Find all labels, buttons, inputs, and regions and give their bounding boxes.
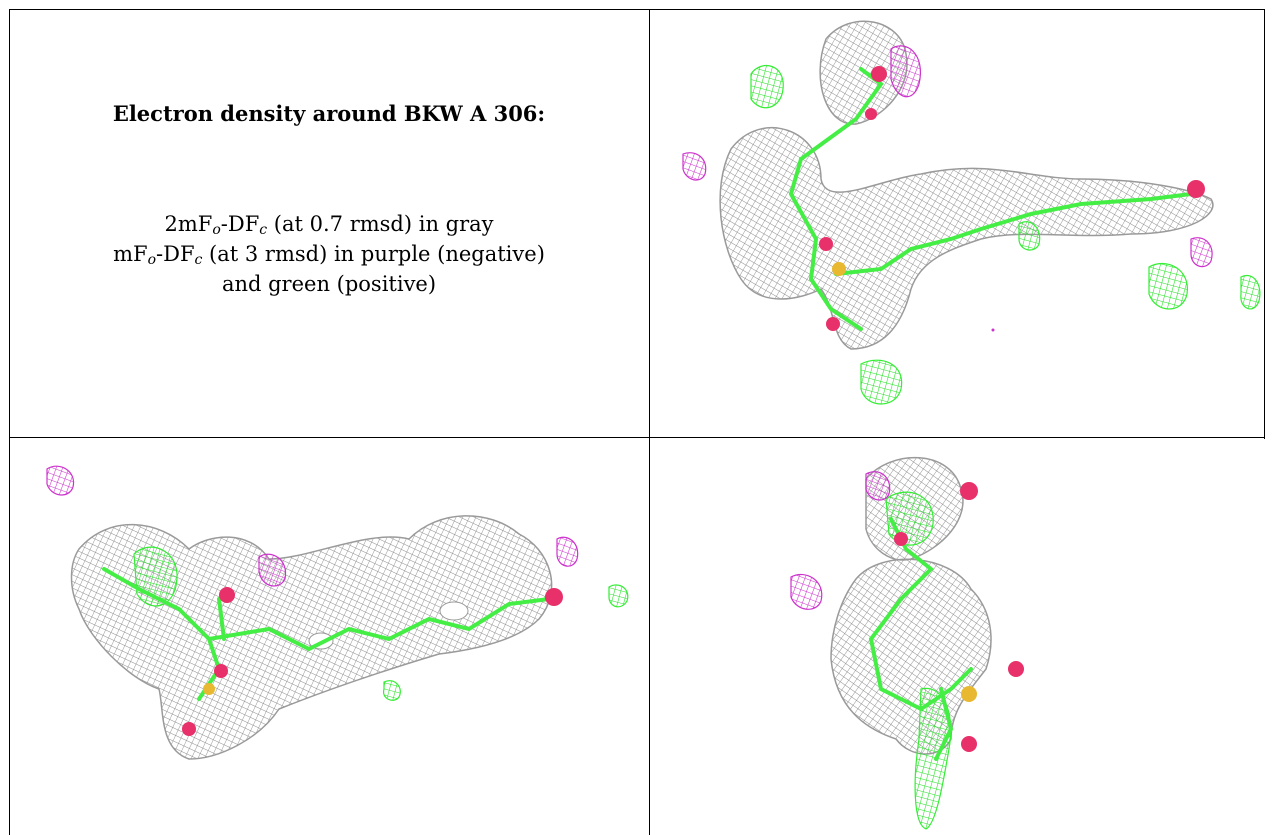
density-render-top-right [682, 20, 1261, 405]
legend-subscript: o [147, 252, 157, 268]
legend-line-2fofc: 2mFo-DFc (at 0.7 rmsd) in gray [9, 209, 649, 239]
purple-difference-mesh [790, 471, 891, 610]
legend-line-positive: and green (positive) [221, 272, 437, 296]
legend-text: -DF [156, 242, 195, 266]
legend-text: (at 3 rmsd) in purple (negative) [202, 242, 545, 266]
caption-title: Electron density around BKW A 306: [112, 101, 546, 126]
legend-text: mF [113, 242, 148, 266]
legend-text: 2mF [164, 212, 213, 236]
figure-table: Electron density around BKW A 306: 2mFo-… [9, 9, 1265, 835]
legend-text: (at 0.7 rmsd) in gray [267, 212, 494, 236]
caption-cell: Electron density around BKW A 306: 2mFo-… [9, 9, 649, 437]
legend-text: -DF [220, 212, 260, 236]
caption-legend: 2mFo-DFc (at 0.7 rmsd) in gray mFo-DFc (… [9, 209, 649, 299]
purple-difference-mesh [682, 45, 1213, 268]
table-divider-vertical [649, 9, 650, 835]
green-difference-mesh [750, 65, 1261, 405]
density-panel-top-right [651, 9, 1265, 437]
atoms [819, 66, 1205, 332]
ligand-bonds [788, 67, 1193, 331]
legend-subscript: c [259, 222, 268, 238]
density-render-bottom-left [46, 465, 629, 760]
legend-line-fofc: mFo-DFc (at 3 rmsd) in purple (negative) [9, 239, 649, 269]
atoms [894, 482, 1024, 752]
density-panel-bottom-left [9, 439, 649, 835]
legend-subscript: o [212, 222, 221, 238]
purple-difference-mesh [46, 465, 579, 587]
table-divider-horizontal [9, 437, 1265, 438]
table-border-left [9, 9, 10, 835]
atoms [182, 587, 563, 736]
density-panel-bottom-right [651, 439, 1265, 835]
density-render-bottom-right [790, 457, 1024, 830]
ligand-bonds [868, 517, 973, 761]
legend-subscript: c [194, 252, 203, 268]
gray-density-mesh [70, 515, 553, 760]
table-border-right [1264, 9, 1265, 439]
table-border-top [9, 9, 1265, 10]
